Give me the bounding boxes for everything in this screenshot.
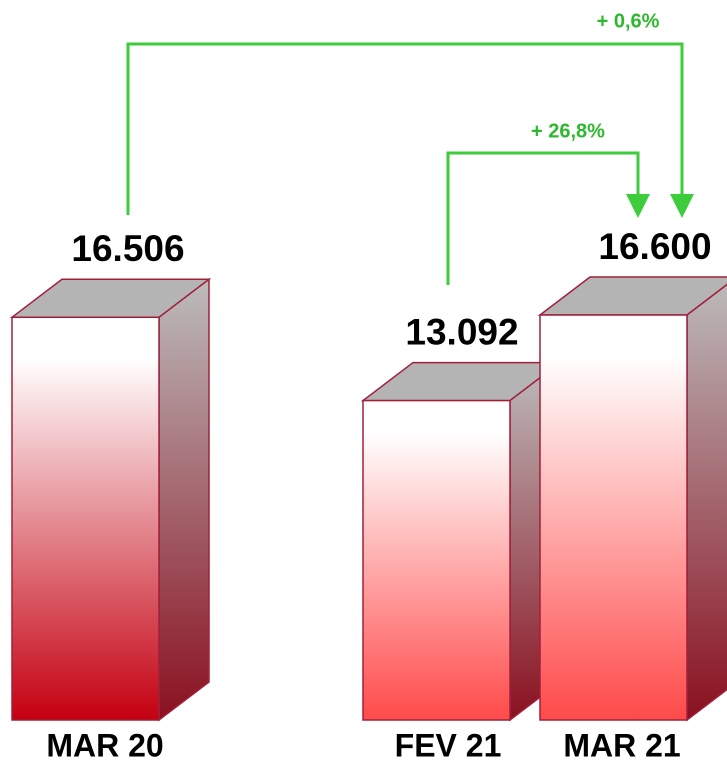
value-label: 13.092 [405,311,518,352]
bar [11,316,160,721]
annotation: + 0,6% [597,10,660,32]
x-tick-label: MAR 20 [46,727,163,763]
arrow [446,151,640,285]
arrowhead [626,194,650,218]
arrow [126,42,684,215]
arrowhead [670,194,694,218]
bar [362,399,511,721]
value-label: 16.506 [71,228,184,269]
x-tick-label: MAR 21 [563,727,680,763]
x-tick-label: FEV 21 [395,727,502,763]
bar-side [686,283,727,722]
value-label: 16.600 [598,226,711,267]
annotation: + 26,8% [531,120,605,142]
bar [539,314,688,721]
bars [9,276,727,722]
bar-side [158,277,210,722]
